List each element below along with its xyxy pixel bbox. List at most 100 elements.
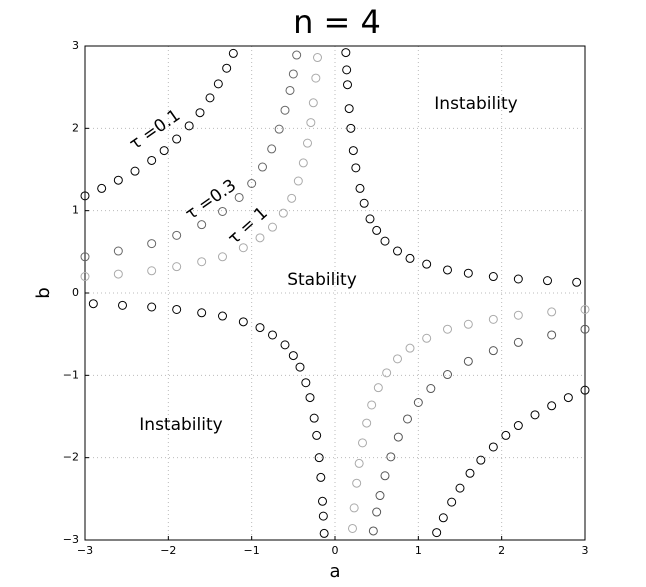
chart-title: n = 4	[293, 3, 381, 41]
data-point	[580, 385, 590, 395]
data-point	[530, 410, 540, 420]
data-point	[513, 310, 523, 320]
data-point	[238, 243, 248, 253]
data-point	[172, 262, 182, 272]
data-point	[349, 503, 359, 513]
data-point	[572, 277, 582, 287]
data-point	[118, 300, 127, 310]
data-point	[301, 378, 311, 388]
data-point	[268, 330, 277, 340]
data-point	[274, 124, 284, 134]
data-point	[365, 214, 375, 224]
data-point	[130, 166, 140, 176]
data-point	[362, 418, 372, 428]
data-point	[422, 259, 432, 269]
data-point	[280, 340, 290, 350]
data-point	[438, 513, 448, 523]
annotation: Instability	[139, 415, 222, 435]
data-point	[393, 432, 403, 442]
data-point	[80, 272, 90, 282]
data-point	[488, 346, 498, 356]
data-point	[197, 257, 207, 267]
x-tick-label: −3	[77, 544, 93, 557]
data-point	[287, 193, 297, 203]
data-point	[97, 183, 107, 193]
data-point	[455, 483, 465, 493]
data-point	[311, 73, 321, 83]
data-point	[346, 123, 356, 133]
data-point	[298, 158, 308, 168]
data-point	[159, 146, 169, 156]
data-point	[443, 324, 452, 334]
data-point	[318, 496, 327, 506]
data-point	[380, 471, 390, 481]
plot-frame	[84, 45, 586, 541]
x-tick-label: −2	[160, 544, 176, 557]
data-point	[354, 458, 364, 468]
data-point	[393, 354, 402, 364]
data-point	[344, 104, 354, 114]
x-axis-label: a	[329, 561, 340, 582]
data-point	[580, 324, 590, 334]
data-point	[386, 452, 396, 462]
data-point	[348, 146, 358, 156]
data-point	[318, 511, 328, 521]
data-point	[463, 356, 473, 366]
data-point	[372, 225, 382, 235]
data-point	[355, 183, 365, 193]
y-tick-label: 0	[72, 286, 79, 299]
annotation: τ = 1	[224, 203, 272, 249]
x-tick-label: 1	[415, 544, 422, 557]
annotation: τ =0.3	[182, 175, 240, 224]
data-point	[432, 528, 442, 538]
data-point	[293, 176, 303, 186]
data-point	[367, 400, 377, 410]
data-point	[463, 319, 473, 329]
data-point	[405, 253, 415, 263]
data-point	[488, 314, 498, 324]
y-tick-label: 1	[72, 204, 79, 217]
data-point	[267, 144, 277, 154]
data-point	[305, 393, 315, 403]
data-point	[309, 413, 319, 423]
data-point	[447, 497, 457, 507]
data-point	[280, 105, 290, 115]
data-point	[295, 362, 305, 372]
data-point	[405, 343, 415, 353]
annotation: Stability	[287, 270, 357, 290]
data-point	[342, 65, 352, 75]
data-point	[238, 317, 248, 327]
data-point	[234, 192, 244, 202]
data-point	[351, 163, 361, 173]
data-point	[113, 269, 123, 279]
data-point	[255, 233, 265, 243]
y-tick-label: 3	[72, 39, 79, 52]
data-point	[463, 268, 473, 278]
data-point	[147, 239, 157, 249]
data-point	[268, 222, 277, 232]
x-tick-label: 0	[332, 544, 339, 557]
data-point	[465, 468, 475, 478]
data-point	[341, 48, 351, 58]
data-point	[306, 118, 316, 128]
data-point	[303, 138, 312, 148]
data-point	[228, 48, 238, 58]
plot-area: −3 −2 −1 0 1 2 3 −3 −2 −1 0 1 2 3	[63, 39, 590, 557]
data-point	[359, 198, 369, 208]
data-point	[285, 85, 295, 95]
annotation: τ =0.1	[126, 105, 184, 154]
data-point	[403, 414, 412, 424]
data-point	[547, 330, 557, 340]
data-point	[316, 472, 326, 482]
data-point	[476, 455, 486, 465]
data-point	[197, 220, 207, 230]
data-point	[172, 304, 182, 314]
data-point	[255, 323, 265, 333]
y-tick-label: −2	[63, 451, 79, 464]
data-point	[222, 63, 232, 73]
data-point	[343, 80, 352, 90]
data-point	[580, 304, 590, 314]
data-point	[443, 265, 452, 275]
data-point	[197, 308, 207, 318]
data-point	[368, 526, 378, 536]
